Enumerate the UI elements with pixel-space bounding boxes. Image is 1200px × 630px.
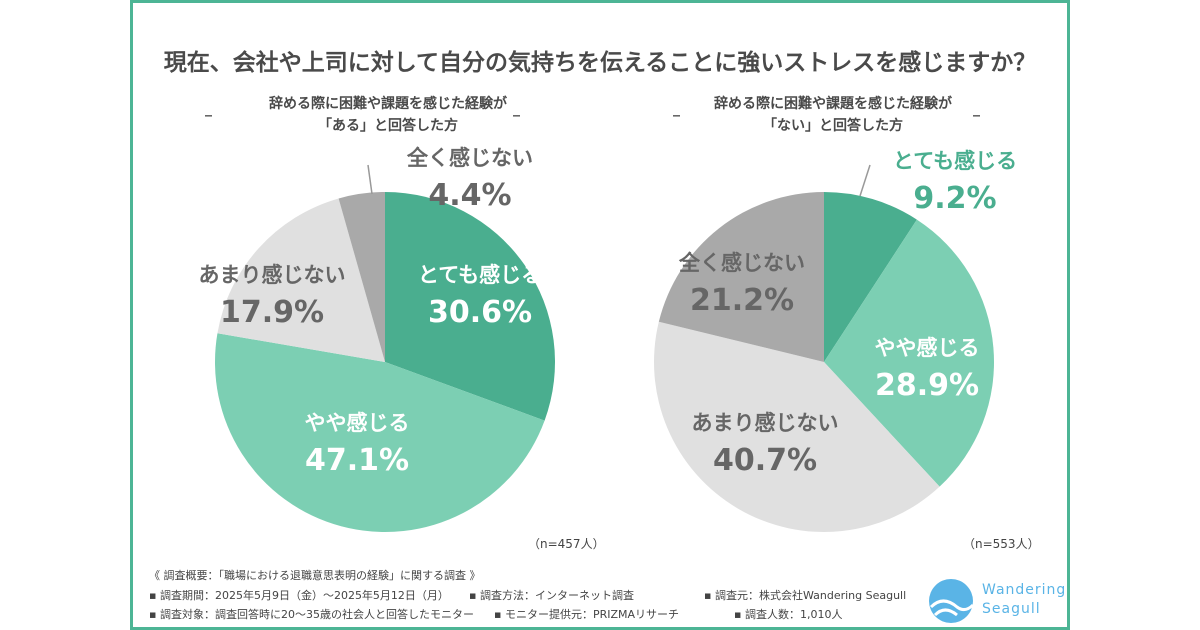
leader-line	[859, 164, 871, 197]
footer-row1: ▪ 調査期間：2025年5月9日（金）～2025年5月12日（月） ▪ 調査方法：…	[149, 587, 906, 603]
pie-slice	[658, 192, 824, 362]
decor-dash: _	[205, 101, 212, 117]
logo-text-line2: Seagull	[982, 601, 1041, 617]
slice-value-label: 40.7%	[713, 443, 817, 478]
monitor-provider: ▪ モニター提供元：PRIZMAリサーチ	[494, 608, 680, 621]
pie-slice	[824, 219, 994, 487]
footer-heading: 《 調査概要：「職場における退職意思表明の経験」に関する調査 》	[149, 569, 481, 582]
right-subtitle-line2: 「ない」と回答した方	[763, 118, 903, 134]
slice-value-label: 4.4%	[428, 178, 511, 213]
leader-line	[367, 164, 373, 195]
slice-value-label: 17.9%	[220, 295, 324, 330]
slice-label: とても感じる	[893, 149, 1017, 173]
left-n: （n=457人）	[528, 537, 605, 551]
slice-value-label: 28.9%	[875, 368, 979, 403]
decor-dash: _	[973, 101, 980, 117]
slice-label: 全く感じない	[678, 251, 805, 275]
right-subtitle: 辞める際に困難や課題を感じた経験が 「ない」と回答した方	[663, 93, 1003, 137]
survey-period: ▪ 調査期間：2025年5月9日（金）～2025年5月12日（月）	[149, 589, 449, 602]
chart-title: 現在、会社や上司に対して自分の気持ちを伝えることに強いストレスを感じますか？	[163, 50, 1037, 76]
slice-value-label: 47.1%	[305, 443, 409, 478]
right-n: （n=553人）	[963, 537, 1040, 551]
survey-target: ▪ 調査対象：調査回答時に20～35歳の社会人と回答したモニター	[149, 608, 474, 621]
slice-value-label: 9.2%	[913, 181, 996, 216]
logo-text-line1: Wandering	[982, 582, 1067, 598]
slice-label: 全く感じない	[406, 146, 533, 170]
slice-label: とても感じる	[418, 263, 542, 287]
wandering-seagull-logo: Wandering Seagull	[927, 577, 1067, 625]
pie-slice	[214, 333, 545, 533]
slice-value-label: 30.6%	[428, 295, 532, 330]
slice-value-label: 21.2%	[690, 283, 794, 318]
slice-label: あまり感じない	[199, 263, 346, 287]
pie-slice	[654, 321, 940, 532]
pie-slice	[217, 198, 385, 362]
survey-source: ▪ 調査元：株式会社Wandering Seagull	[704, 589, 907, 602]
pie-slice	[385, 192, 556, 421]
left-subtitle-line2: 「ある」と回答した方	[318, 118, 458, 134]
pie-slice	[824, 192, 917, 362]
survey-method: ▪ 調査方法：インターネット調査	[469, 589, 634, 602]
decor-dash: _	[513, 101, 520, 117]
seagull-logo-icon	[929, 579, 975, 623]
right-subtitle-line1: 辞める際に困難や課題を感じた経験が	[714, 96, 952, 112]
survey-count: ▪ 調査人数：1,010人	[734, 608, 843, 621]
left-subtitle-line1: 辞める際に困難や課題を感じた経験が	[269, 96, 507, 112]
footer-row2: ▪ 調査対象：調査回答時に20～35歳の社会人と回答したモニター ▪ モニター提供…	[149, 606, 842, 622]
pie-slice	[338, 192, 385, 362]
slice-label: やや感じる	[305, 411, 410, 435]
decor-dash: _	[673, 101, 680, 117]
slice-label: やや感じる	[875, 336, 980, 360]
left-subtitle: 辞める際に困難や課題を感じた経験が 「ある」と回答した方	[218, 93, 558, 137]
slice-label: あまり感じない	[692, 411, 839, 435]
